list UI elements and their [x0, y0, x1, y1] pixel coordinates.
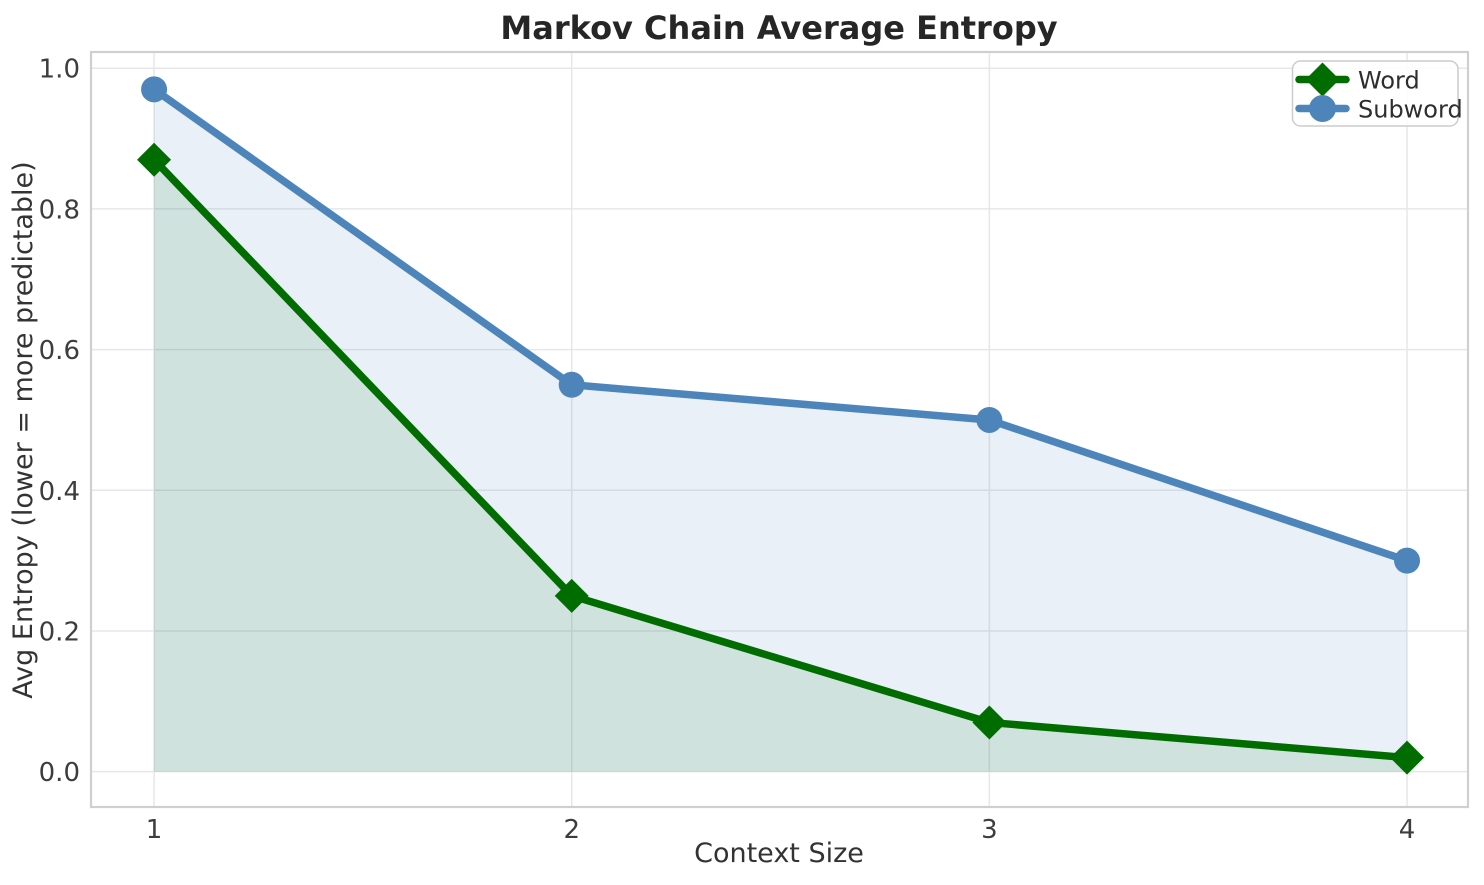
y-tick-label: 0.8	[39, 195, 80, 225]
x-axis-label: Context Size	[694, 838, 864, 869]
y-tick-label: 1.0	[39, 55, 80, 85]
subword-marker-circle	[141, 76, 168, 103]
area-fills	[154, 89, 1408, 772]
x-tick-labels: 1 2 3 4	[146, 815, 1416, 845]
x-tick-label: 4	[1399, 815, 1416, 845]
series-markers	[137, 76, 1425, 775]
chart-title: Markov Chain Average Entropy	[500, 9, 1057, 47]
subword-marker-circle	[976, 406, 1003, 433]
y-tick-label: 0.2	[39, 617, 80, 647]
legend-diamond-icon	[1305, 62, 1340, 97]
word-marker-diamond	[1390, 740, 1425, 775]
word-area-fill	[154, 159, 1408, 772]
word-marker-diamond	[137, 142, 172, 177]
subword-marker-circle	[558, 371, 585, 398]
plot-border	[89, 50, 1470, 809]
legend-item-subword: Subword	[1295, 95, 1463, 124]
y-tick-label: 0.0	[39, 758, 80, 788]
y-tick-label: 0.6	[39, 336, 80, 366]
legend-item-label: Subword	[1358, 96, 1463, 124]
legend-circle-icon	[1309, 95, 1336, 122]
word-marker-diamond	[554, 578, 589, 613]
x-tick-label: 3	[981, 815, 998, 845]
word-line	[150, 155, 1411, 762]
legend-item-word: Word	[1295, 62, 1420, 97]
y-axis-label: Avg Entropy (lower = more predictable)	[8, 161, 39, 698]
axes-spines	[89, 50, 1470, 809]
subword-marker-circle	[1394, 547, 1421, 574]
subword-line	[150, 85, 1411, 565]
x-tick-label: 2	[563, 815, 580, 845]
subword-area-fill	[154, 89, 1408, 772]
x-tick-label: 1	[146, 815, 163, 845]
series-lines	[150, 85, 1411, 762]
legend-item-label: Word	[1358, 67, 1420, 95]
y-tick-label: 0.4	[39, 477, 80, 507]
y-tick-labels: 0.0 0.2 0.4 0.6 0.8 1.0	[39, 55, 80, 788]
word-marker-diamond	[972, 705, 1007, 740]
